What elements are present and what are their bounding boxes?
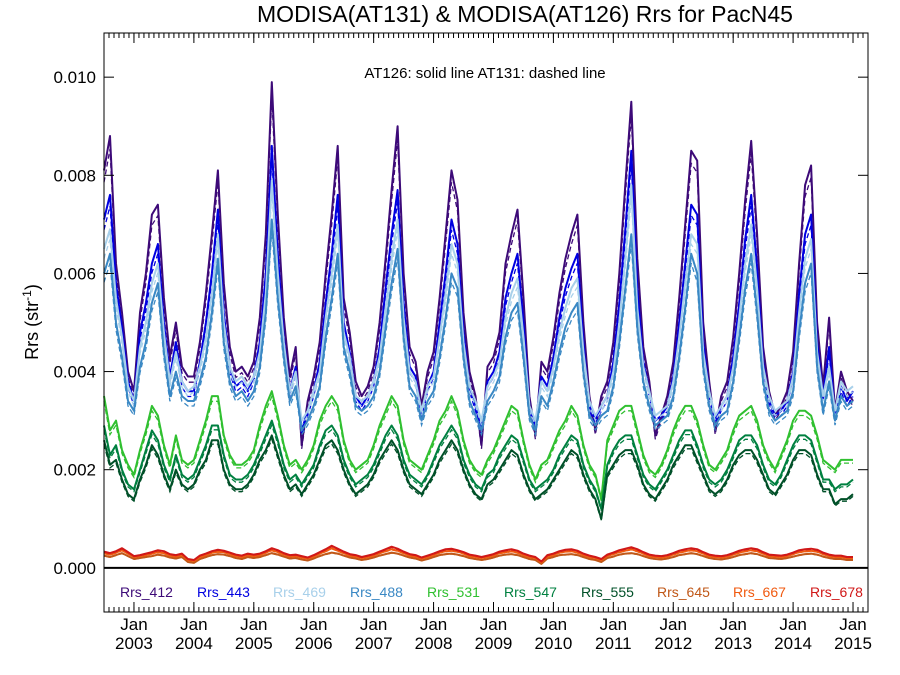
legend: Rrs_412 Rrs_443 Rrs_469 Rrs_488 Rrs_531 Rrs_5… [120, 584, 863, 600]
x-tick-label-year: 2009 [475, 634, 513, 653]
series-group [103, 81, 854, 565]
line-style-annotation: AT126: solid line AT131: dashed line [364, 65, 605, 82]
y-tick-label: 0.002 [53, 461, 96, 480]
legend-item-rrs-547: Rrs_547 [504, 584, 557, 600]
y-tick-label: 0.008 [53, 166, 96, 185]
x-tick-label-month: Jan [420, 615, 447, 634]
x-tick-label-month: Jan [540, 615, 567, 634]
series-line-rrs-469 [103, 179, 854, 422]
x-tick-label-month: Jan [839, 615, 866, 634]
x-tick-label-year: 2012 [654, 634, 692, 653]
x-tick-label-year: 2008 [415, 634, 453, 653]
x-tick-label-year: 2014 [774, 634, 812, 653]
series-line-rrs-555 [103, 434, 854, 520]
series-line-rrs-678 [103, 544, 853, 563]
y-axis-label-sup: -1 [20, 290, 34, 301]
series-line-rrs-531 [103, 390, 853, 501]
x-tick-label-year: 2015 [834, 634, 872, 653]
x-tick-label-year: 2011 [595, 634, 632, 653]
x-tick-label-year: 2007 [355, 634, 393, 653]
y-axis-label-close: ) [22, 284, 42, 290]
x-tick-label-month: Jan [240, 615, 267, 634]
x-tick-label-year: 2003 [115, 634, 153, 653]
x-tick-label-month: Jan [719, 615, 746, 634]
series-dashed-rrs-488 [103, 229, 854, 437]
x-tick-label-year: 2010 [534, 634, 572, 653]
x-tick-label-year: 2013 [714, 634, 752, 653]
y-tick-label: 0.004 [53, 363, 96, 382]
x-tick-label-month: Jan [779, 615, 806, 634]
x-tick-label-month: Jan [180, 615, 207, 634]
series-dashed-rrs-531 [103, 394, 853, 502]
series-dashed-rrs-547 [103, 423, 854, 511]
series-line-rrs-547 [103, 419, 854, 510]
x-tick-label-month: Jan [360, 615, 387, 634]
plot-frame [103, 32, 869, 613]
legend-item-rrs-469: Rrs_469 [273, 584, 326, 600]
legend-item-rrs-488: Rrs_488 [350, 584, 403, 600]
legend-item-rrs-645: Rrs_645 [657, 584, 710, 600]
x-tick-label-year: 2006 [295, 634, 333, 653]
legend-item-rrs-667: Rrs_667 [733, 584, 786, 600]
x-tick-label-month: Jan [660, 615, 687, 634]
series-dashed-rrs-645 [103, 552, 853, 565]
series-line-rrs-488 [103, 218, 854, 432]
chart-title: MODISA(AT131) & MODISA(AT126) Rrs for Pa… [257, 1, 793, 27]
x-tick-label-month: Jan [300, 615, 327, 634]
x-tick-label-month: Jan [120, 615, 147, 634]
x-tick-label-year: 2004 [175, 634, 213, 653]
axis-group: 0.0000.0020.0040.0060.0080.010Jan2003Jan… [53, 33, 872, 653]
legend-item-rrs-555: Rrs_555 [581, 584, 634, 600]
series-dashed-rrs-555 [103, 437, 854, 521]
legend-item-rrs-412: Rrs_412 [120, 584, 173, 600]
series-dashed-rrs-667 [103, 548, 853, 564]
y-axis-label: Rrs (str-1) [20, 284, 42, 360]
legend-item-rrs-678: Rrs_678 [810, 584, 863, 600]
series-dashed-rrs-469 [103, 191, 854, 428]
y-tick-label: 0.010 [53, 68, 96, 87]
x-tick-label-month: Jan [600, 615, 627, 634]
x-tick-label-month: Jan [480, 615, 507, 634]
legend-item-rrs-443: Rrs_443 [197, 584, 250, 600]
y-tick-label: 0.000 [53, 559, 96, 578]
y-tick-label: 0.006 [53, 264, 96, 283]
y-axis-label-main: Rrs (str [22, 301, 42, 360]
x-tick-label-year: 2005 [235, 634, 273, 653]
legend-item-rrs-531: Rrs_531 [427, 584, 480, 600]
